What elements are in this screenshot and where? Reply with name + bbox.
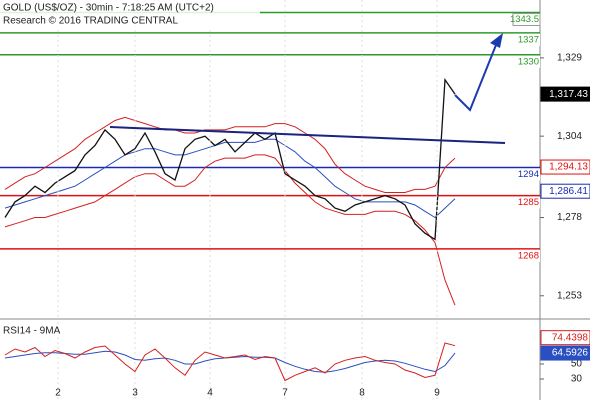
level-label: 1268 [518,250,539,261]
level-label-bg [512,13,541,27]
y-tick-label: 1,253 [557,290,582,301]
level-label-bg [513,55,540,68]
x-tick-label: 2 [55,388,61,399]
price-tag: 1,294.13 [549,162,588,173]
level-label: 1285 [518,197,539,208]
series-line [4,138,456,219]
chart-subtitle: Research © 2016 TRADING CENTRAL [3,16,178,27]
x-tick-label: 8 [359,388,365,399]
value-tag: 74.4398 [552,332,589,343]
price-tag-box [540,183,590,199]
x-tick-label: 3 [132,388,138,399]
level-label: 1343.5 [510,14,539,25]
series-line [4,342,456,382]
x-tick-label: 9 [434,388,440,399]
chart-title: GOLD (US$/OZ) - 30min - 7:18:25 AM (UTC+… [3,3,214,14]
rsi-title: RSI14 - 9MA [3,326,61,337]
forecast-arrow-head [490,33,503,48]
x-tick-label: 4 [207,388,213,399]
level-label-bg [513,33,540,46]
level-label-bg [513,249,540,262]
level-label-bg [513,196,540,209]
y-tick-label: 1,278 [557,212,582,223]
level-label: 1337 [518,34,539,45]
y-tick-label: 1,329 [557,53,582,64]
forecast-arrow [454,39,499,112]
price-tag: 1,317.43 [549,89,588,100]
value-tag-box [540,345,590,361]
series-line [4,77,456,241]
y-tick-label: 30 [571,374,583,385]
value-tag: 64.5926 [552,348,589,359]
series-line [4,154,456,306]
title-bg [0,0,260,28]
level-label: 1330 [518,56,539,67]
trend-line [109,126,506,144]
y-tick-label: 50 [571,359,583,370]
level-label-bg [513,168,540,181]
x-tick-label: 7 [282,388,288,399]
price-tag: 1,286.41 [549,186,588,197]
price-tag-box [540,86,590,102]
series-line [4,116,456,193]
level-label: 1294 [518,169,539,180]
value-tag-box [540,330,590,346]
y-tick-label: 1,304 [557,131,582,142]
price-tag-box [540,159,590,175]
